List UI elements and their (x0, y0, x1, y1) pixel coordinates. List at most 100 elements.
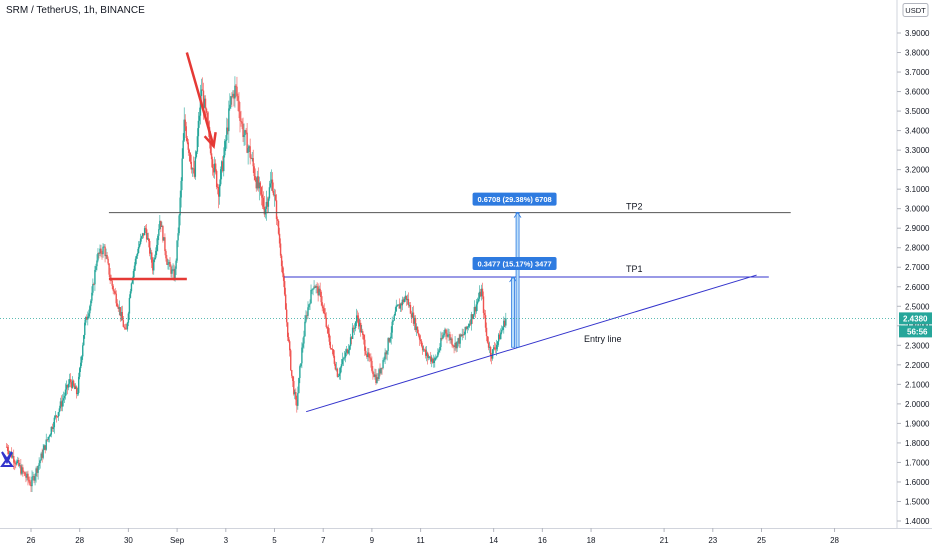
currency-button[interactable] (902, 3, 929, 17)
price-axis[interactable]: 1.4000 1.5000 1.6000 1.7000 1.8000 1.9000 2.00… (897, 29, 930, 526)
candle-body (129, 291, 132, 298)
candle-body (434, 357, 436, 361)
candle-body (350, 337, 353, 339)
candle-body (117, 306, 119, 309)
candle-body (360, 322, 362, 333)
candle-body (369, 357, 371, 359)
candle-body (376, 377, 378, 383)
candle-body (415, 326, 418, 331)
candle-body (479, 291, 482, 297)
candle-body (7, 450, 10, 455)
candle-body (435, 357, 437, 359)
price-tick-label: 2.3000 (905, 341, 930, 350)
candle-body (250, 157, 252, 159)
candle-body (492, 347, 495, 350)
candle-body (491, 349, 494, 359)
candle-body (211, 159, 214, 168)
candle-body (90, 300, 92, 307)
candle-body (82, 345, 84, 357)
candle-body (467, 326, 469, 328)
candle-body (377, 377, 379, 379)
candle-body (100, 248, 102, 254)
candle-body (153, 259, 155, 271)
price-tick-label: 3.9000 (905, 29, 930, 38)
candle-body (279, 243, 282, 256)
candle-body (238, 100, 240, 112)
candle-body (334, 363, 337, 370)
candle-body (229, 104, 231, 109)
candle-body (414, 317, 417, 331)
candle-body (307, 307, 309, 316)
candle-body (44, 445, 46, 450)
tp1-range-arrow-icon (509, 276, 517, 283)
tp1-label: TP1 (626, 264, 643, 274)
candle-body (428, 357, 430, 358)
candle-body (56, 416, 59, 418)
candle-body (419, 339, 422, 342)
time-tick-label: 30 (124, 536, 133, 545)
candle-body (472, 314, 475, 319)
time-tick-label: 14 (489, 536, 498, 545)
candle-body (205, 108, 208, 113)
candle-body (296, 399, 298, 406)
candle-body (389, 338, 391, 342)
star-marker-icon (0, 451, 14, 467)
candle-body (25, 475, 27, 478)
candle-body (384, 352, 386, 360)
candle-body (366, 354, 368, 357)
candle-body (195, 151, 198, 157)
candle-body (441, 337, 443, 339)
candle-body (102, 246, 104, 255)
candle-body (308, 304, 310, 308)
candle-body (280, 255, 283, 267)
time-tick-label: 16 (538, 536, 547, 545)
time-axis[interactable]: 26 28 30 Sep 3 5 7 9 11 14 16 18 21 23 25 28 (27, 528, 840, 545)
candle-body (257, 176, 259, 189)
candle-body (169, 261, 171, 267)
candle-body (80, 362, 82, 369)
candle-body (155, 250, 157, 258)
candle-body (233, 93, 235, 99)
candle-body (175, 260, 177, 269)
candle-body (333, 355, 336, 364)
candle-body (179, 197, 181, 216)
candle-body (97, 253, 99, 261)
candle-body (83, 335, 85, 346)
candle-body (447, 335, 449, 337)
candle-body (226, 127, 228, 141)
candle-body (352, 327, 355, 329)
candle-body (294, 392, 296, 395)
candle-body (54, 415, 57, 418)
candle-body (374, 374, 376, 377)
candle-body (124, 327, 127, 329)
candle-body (477, 298, 480, 302)
candle-body (197, 120, 200, 137)
candle-body (387, 338, 389, 351)
candle-body (130, 283, 133, 292)
candle-body (500, 332, 502, 340)
candle-body (43, 445, 45, 450)
candle-body (51, 426, 54, 429)
candle-body (243, 135, 245, 138)
countdown-badge (899, 325, 932, 338)
candle-body (293, 380, 295, 395)
time-tick-label: 11 (416, 536, 425, 545)
last-price-badge (899, 312, 932, 325)
candle-body (459, 334, 461, 344)
candle-body (470, 314, 473, 325)
candle-body (462, 334, 464, 336)
candle-body (261, 194, 264, 198)
candle-body (351, 327, 354, 339)
candle-body (209, 140, 212, 154)
candle-body (297, 393, 299, 406)
candle-body (460, 334, 462, 337)
candle-body (443, 333, 445, 336)
candle-body (468, 323, 470, 327)
candle-body (126, 322, 129, 330)
candle-body (159, 220, 161, 230)
candle-body (375, 374, 377, 383)
candle-body (228, 108, 230, 132)
candle-body (204, 98, 207, 109)
candle-body (206, 112, 209, 122)
